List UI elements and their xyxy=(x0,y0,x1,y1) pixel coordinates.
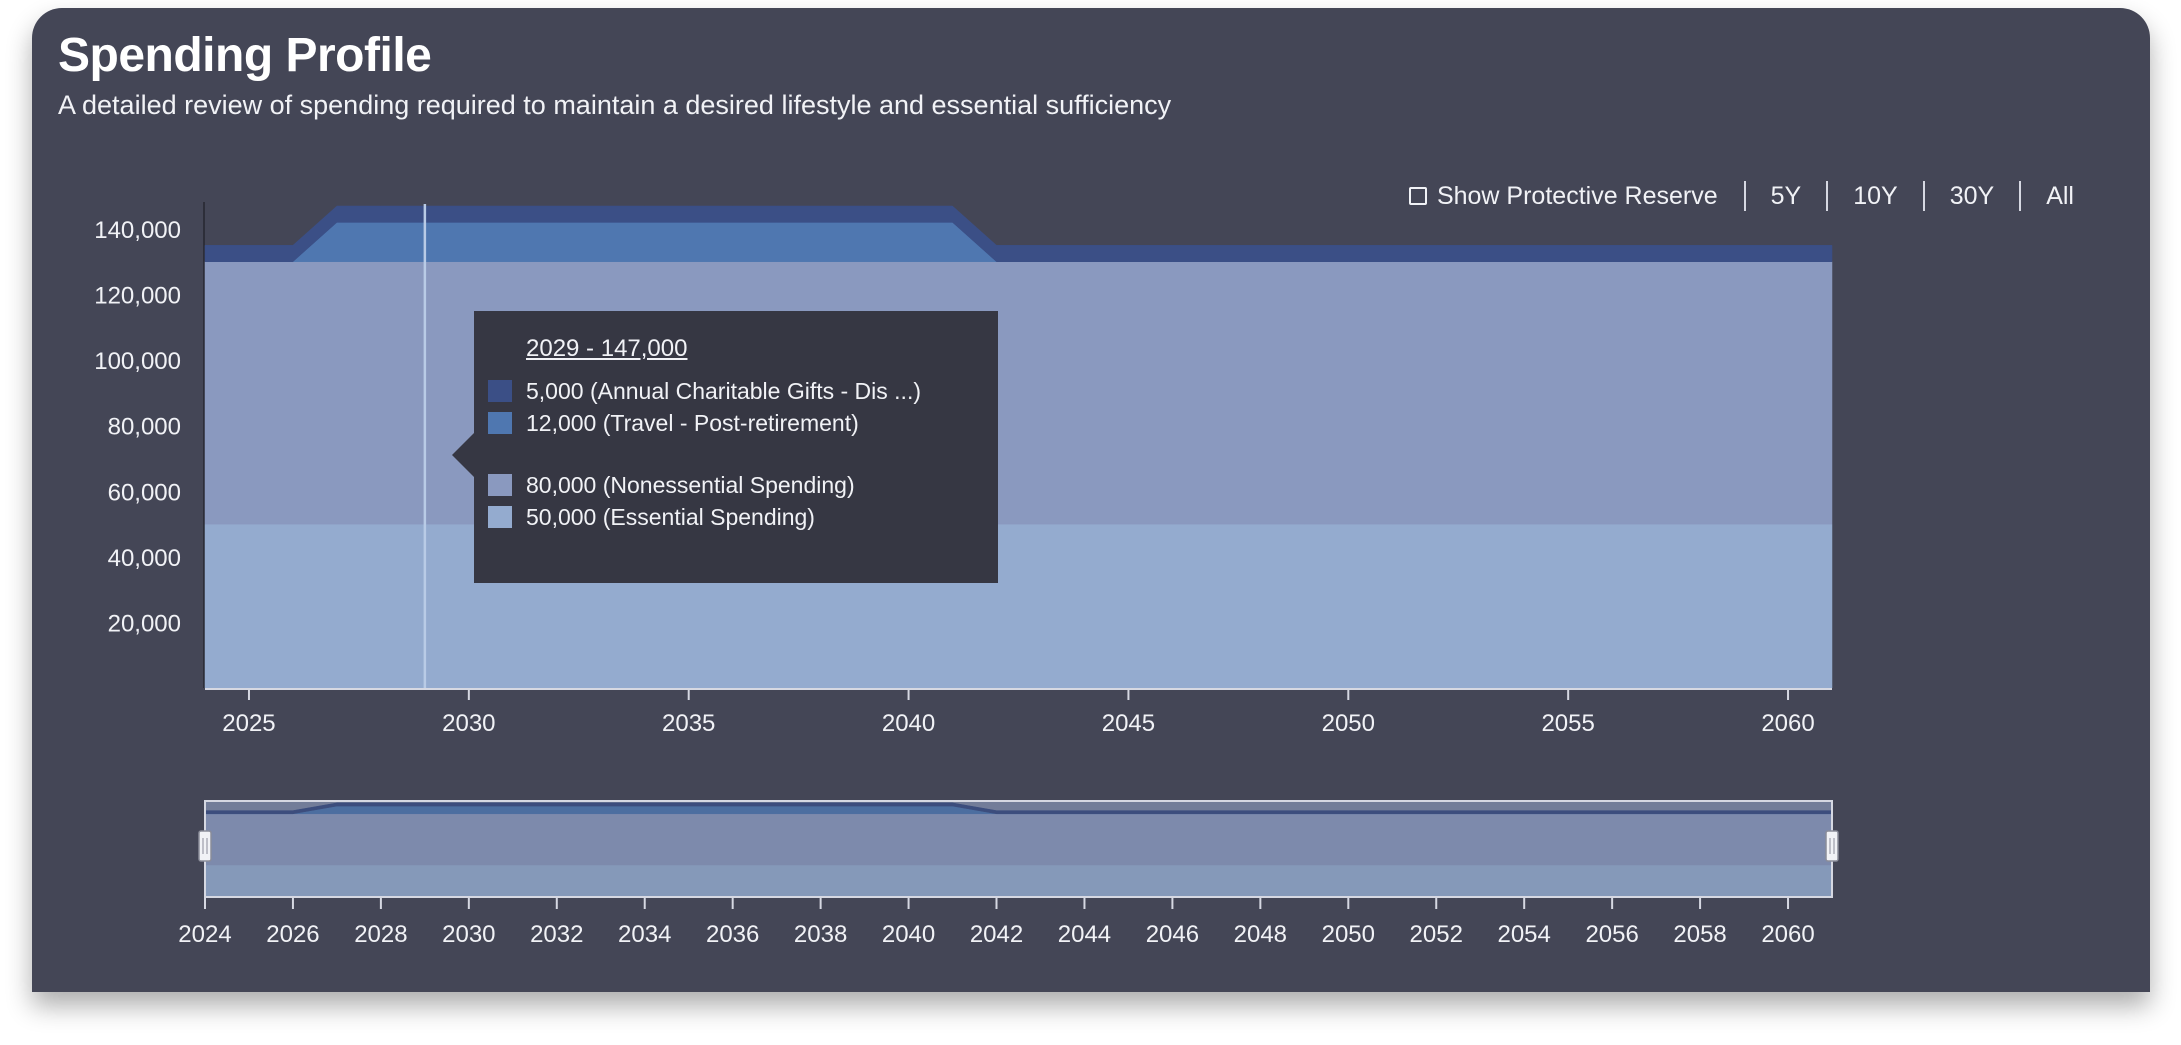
navigator-tick-label: 2036 xyxy=(706,921,759,948)
y-axis: 20,000 40,000 60,000 80,000 100,000 120,000 14… xyxy=(94,202,205,688)
y-tick-label: 40,000 xyxy=(108,545,181,572)
y-tick-label: 80,000 xyxy=(108,414,181,441)
tooltip-swatch-travel xyxy=(488,412,512,434)
navigator-tick-label: 2056 xyxy=(1585,921,1638,948)
nonessential-area xyxy=(204,261,1833,525)
tooltip-swatch-nonessential xyxy=(488,474,512,496)
page-subtitle: A detailed review of spending required t… xyxy=(58,90,1172,120)
navigator-tick-label: 2042 xyxy=(970,921,1023,948)
navigator-tick-label: 2030 xyxy=(442,921,495,948)
charitable-area xyxy=(204,205,1833,262)
navigator-tick-label: 2040 xyxy=(882,921,935,948)
range-navigator[interactable]: 2024 2026 2028 2030 2032 2034 2036 2038 2040 2042… xyxy=(178,800,1839,948)
navigator-tick-label: 2044 xyxy=(1058,921,1111,948)
show-reserve-toggle[interactable]: Show Protective Reserve xyxy=(1408,181,1744,211)
tooltip-swatch-essential xyxy=(488,506,512,528)
tooltip-row-label: 12,000 (Travel - Post-retirement) xyxy=(526,409,859,436)
reserve-label: Show Protective Reserve xyxy=(1436,181,1718,210)
x-tick-label: 2055 xyxy=(1541,710,1594,737)
spending-profile-card: Spending Profile A detailed review of sp… xyxy=(32,8,2150,992)
navigator-tick-label: 2058 xyxy=(1673,921,1726,948)
page-title: Spending Profile xyxy=(58,29,432,82)
tooltip-row-essential: 50,000 (Essential Spending) xyxy=(488,501,998,533)
navigator-left-handle[interactable] xyxy=(198,830,212,862)
area-series xyxy=(204,204,1833,689)
navigator-tick-label: 2032 xyxy=(530,921,583,948)
tooltip-row-nonessential: 80,000 (Nonessential Spending) xyxy=(488,469,998,501)
hover-tooltip: 2029 - 147,000 5,000 (Annual Charitable … xyxy=(452,311,998,583)
navigator-tick-label: 2046 xyxy=(1146,921,1199,948)
navigator-tick-label: 2024 xyxy=(178,921,231,948)
navigator-right-handle[interactable] xyxy=(1825,830,1839,862)
range-30y-button[interactable]: 30Y xyxy=(1922,181,2019,211)
essential-area xyxy=(204,523,1833,689)
x-tick-label: 2030 xyxy=(442,710,495,737)
navigator-tick-label: 2054 xyxy=(1497,921,1550,948)
navigator-tick-label: 2052 xyxy=(1410,921,1463,948)
y-tick-label: 120,000 xyxy=(94,283,181,310)
y-tick-label: 100,000 xyxy=(94,348,181,375)
navigator-selection[interactable] xyxy=(205,801,1832,897)
y-tick-label: 20,000 xyxy=(108,610,181,637)
x-axis: 2025 2030 2035 2040 2045 2050 2055 2060 xyxy=(205,688,1832,737)
navigator-tick-label: 2060 xyxy=(1761,921,1814,948)
tooltip-row-travel: 12,000 (Travel - Post-retirement) xyxy=(488,407,998,439)
chart-controls: Show Protective Reserve 5Y 10Y 30Y All xyxy=(1408,174,2074,218)
range-5y-button[interactable]: 5Y xyxy=(1743,181,1827,211)
y-tick-label: 140,000 xyxy=(94,217,181,244)
range-all-button[interactable]: All xyxy=(2019,181,2074,211)
navigator-tick-label: 2038 xyxy=(794,921,847,948)
tooltip-arrow xyxy=(452,433,474,477)
navigator-tick-label: 2034 xyxy=(618,921,671,948)
tooltip-row-charitable: 5,000 (Annual Charitable Gifts - Dis ...… xyxy=(488,375,998,407)
x-tick-label: 2035 xyxy=(662,710,715,737)
tooltip-row-label: 80,000 (Nonessential Spending) xyxy=(526,471,855,498)
tooltip-swatch-charitable xyxy=(488,380,512,402)
y-tick-label: 60,000 xyxy=(108,479,181,506)
navigator-tick-label: 2026 xyxy=(266,921,319,948)
x-tick-label: 2050 xyxy=(1322,710,1375,737)
x-tick-label: 2060 xyxy=(1761,710,1814,737)
navigator-tick-label: 2048 xyxy=(1234,921,1287,948)
tooltip-row-label: 5,000 (Annual Charitable Gifts - Dis ...… xyxy=(526,377,921,404)
navigator-tick-label: 2050 xyxy=(1322,921,1375,948)
x-tick-label: 2040 xyxy=(882,710,935,737)
navigator-tick-label: 2028 xyxy=(354,921,407,948)
x-tick-label: 2025 xyxy=(222,710,275,737)
reserve-checkbox[interactable] xyxy=(1408,187,1427,205)
x-tick-label: 2045 xyxy=(1102,710,1155,737)
spending-chart[interactable]: 20,000 40,000 60,000 80,000 100,000 120,000 14… xyxy=(32,8,2150,992)
tooltip-row-label: 50,000 (Essential Spending) xyxy=(526,503,815,530)
tooltip-header: 2029 - 147,000 xyxy=(526,335,688,362)
range-10y-button[interactable]: 10Y xyxy=(1826,181,1922,211)
